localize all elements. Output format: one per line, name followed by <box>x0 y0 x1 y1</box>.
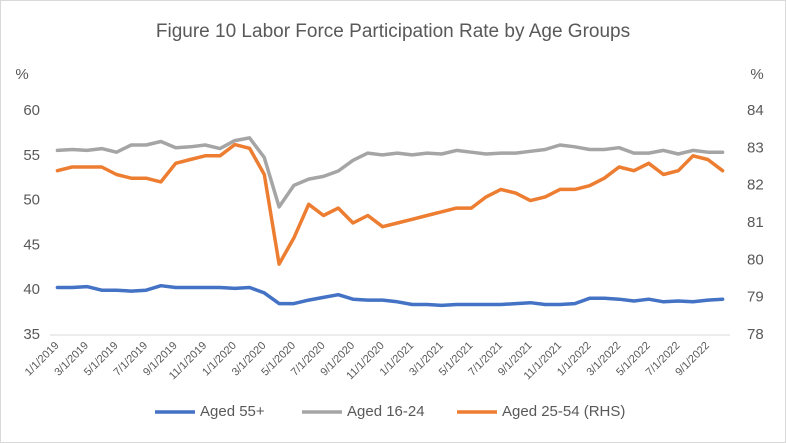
y-axis-label: % <box>15 66 28 83</box>
y-tick-label: 45 <box>23 236 40 253</box>
y2-axis-label: % <box>750 66 763 83</box>
y2-tick-label: 84 <box>747 102 764 119</box>
y-tick-label: 55 <box>23 147 40 164</box>
y-tick-label: 60 <box>23 102 40 119</box>
y2-tick-label: 83 <box>747 139 764 156</box>
y2-tick-label: 78 <box>747 326 764 343</box>
y-tick-label: 35 <box>23 326 40 343</box>
y2-tick-label: 81 <box>747 214 764 231</box>
legend-label: Aged 25-54 (RHS) <box>502 403 625 420</box>
series-line <box>55 136 725 209</box>
series-line <box>55 142 725 266</box>
legend-label: Aged 55+ <box>200 403 265 420</box>
y2-tick-label: 79 <box>747 289 764 306</box>
y2-tick-label: 82 <box>747 177 764 194</box>
y-tick-label: 40 <box>23 281 40 298</box>
series-line <box>55 283 725 308</box>
chart-title: Figure 10 Labor Force Participation Rate… <box>156 21 630 42</box>
legend-label: Aged 16-24 <box>347 403 425 420</box>
y-tick-label: 50 <box>23 192 40 209</box>
y2-tick-label: 80 <box>747 251 764 268</box>
